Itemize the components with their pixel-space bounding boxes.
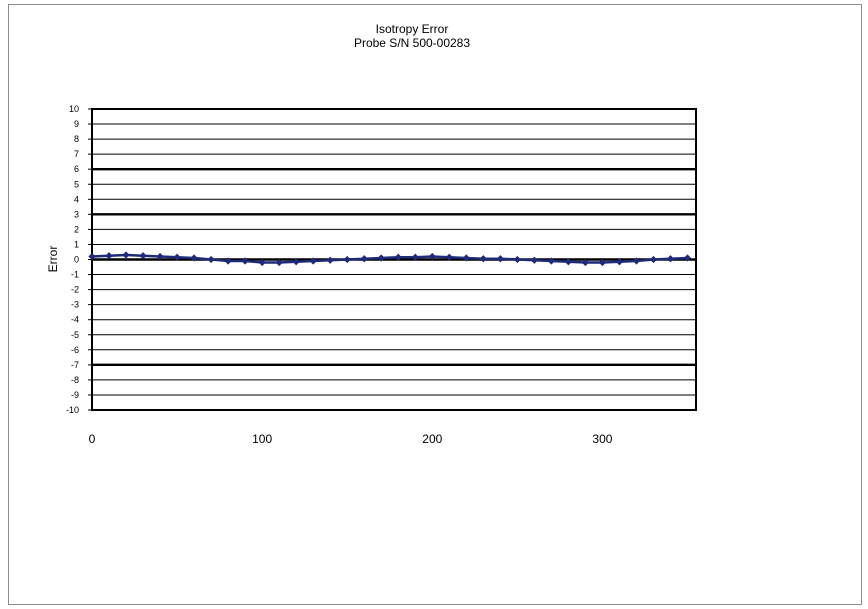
data-point-marker [581, 258, 590, 267]
y-tick-label: -7 [71, 360, 79, 370]
y-tick-label: -10 [66, 405, 79, 415]
data-point-marker [496, 255, 504, 263]
data-point-marker [445, 253, 453, 261]
data-point-marker [258, 258, 266, 267]
data-point-marker [462, 254, 470, 262]
y-tick-label: 1 [74, 239, 79, 249]
y-tick-label: 8 [74, 134, 79, 144]
y-tick-label: -1 [71, 270, 79, 280]
data-point-marker [411, 253, 419, 261]
data-point-marker [547, 257, 555, 265]
data-point-marker [615, 258, 624, 266]
y-tick-label: 6 [74, 164, 79, 174]
x-tick-label: 200 [422, 432, 442, 446]
series-layer [88, 251, 692, 267]
data-point-marker [173, 253, 181, 261]
y-tick-label: -5 [71, 330, 79, 340]
x-tick-label: 100 [252, 432, 272, 446]
data-point-marker [292, 258, 300, 266]
data-point-marker [377, 254, 385, 262]
y-tick-label: -2 [71, 285, 79, 295]
y-tick-label: 0 [74, 255, 79, 265]
data-point-marker [513, 255, 521, 264]
data-point-marker [564, 258, 572, 266]
y-tick-label: -9 [71, 390, 79, 400]
x-tick-label: 300 [592, 432, 612, 446]
data-point-marker [326, 256, 334, 264]
data-point-marker [156, 252, 164, 261]
data-point-marker [360, 255, 368, 263]
data-point-marker [105, 252, 113, 260]
x-tick-label: 0 [89, 432, 96, 446]
y-tick-label: -4 [71, 315, 79, 325]
data-point-marker [309, 257, 317, 265]
y-axis-label: Error [46, 246, 60, 273]
data-point-marker [666, 255, 675, 263]
grid-layer [92, 108, 696, 411]
data-point-marker [207, 255, 215, 264]
data-point-marker [88, 252, 96, 261]
data-point-marker [428, 252, 436, 261]
y-tick-label: 2 [74, 224, 79, 234]
chart-title: Isotropy Error [376, 22, 449, 36]
data-point-marker [394, 253, 402, 261]
y-tick-label: 9 [74, 119, 79, 129]
data-point-marker [683, 254, 692, 262]
y-tick-label: -3 [71, 300, 79, 310]
y-tick-label: 10 [69, 104, 79, 114]
y-tick-label: 5 [74, 179, 79, 189]
data-point-marker [122, 251, 130, 259]
y-tick-label: 4 [74, 194, 79, 204]
data-point-marker [190, 254, 198, 262]
y-tick-label: -8 [71, 375, 79, 385]
data-point-marker [224, 257, 232, 265]
data-point-marker [343, 255, 351, 264]
data-point-marker [139, 252, 147, 260]
data-point-marker [241, 257, 249, 265]
data-point-marker [632, 257, 641, 265]
y-tick-label: 3 [74, 209, 79, 219]
chart-subtitle: Probe S/N 500-00283 [354, 36, 470, 50]
y-tick-label: 7 [74, 149, 79, 159]
y-tick-label: -6 [71, 345, 79, 355]
data-point-marker [275, 258, 283, 267]
data-point-marker [649, 255, 658, 264]
data-point-marker [598, 258, 607, 267]
data-point-marker [530, 256, 538, 264]
data-point-marker [479, 255, 487, 263]
